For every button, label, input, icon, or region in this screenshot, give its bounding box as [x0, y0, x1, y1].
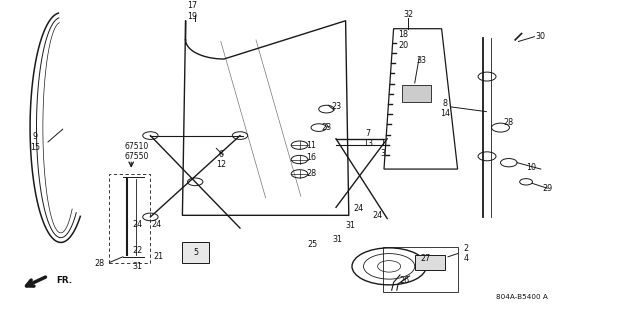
Text: 804A-B5400 A: 804A-B5400 A [495, 294, 548, 300]
Text: 27: 27 [420, 254, 431, 263]
Text: 8
14: 8 14 [440, 99, 450, 118]
Bar [402, 85, 431, 102]
Text: 6
12: 6 12 [216, 150, 226, 169]
Text: 29: 29 [542, 184, 552, 193]
Text: 7
13: 7 13 [363, 129, 373, 148]
Text: 9
15: 9 15 [30, 132, 40, 152]
Text: 11: 11 [306, 141, 316, 150]
Text: 22: 22 [132, 246, 143, 255]
Text: 31: 31 [346, 221, 356, 230]
Text: 31: 31 [132, 262, 143, 271]
Text: 28: 28 [504, 118, 514, 127]
Text: 21: 21 [154, 252, 164, 261]
Text: 24: 24 [372, 211, 383, 220]
Bar [415, 255, 445, 270]
Text: 16: 16 [306, 153, 316, 162]
Text: 5: 5 [193, 248, 198, 256]
Text: 33: 33 [416, 56, 426, 65]
Bar [182, 242, 209, 263]
Text: 32: 32 [403, 10, 413, 19]
Text: FR.: FR. [56, 276, 72, 285]
Bar [109, 174, 150, 263]
Text: 17
19: 17 19 [187, 2, 197, 21]
Bar [383, 247, 458, 292]
Text: 30: 30 [536, 32, 546, 41]
Text: 28: 28 [306, 169, 316, 178]
Text: 31: 31 [333, 235, 343, 244]
Text: 23: 23 [321, 123, 332, 132]
Text: 10: 10 [526, 163, 536, 172]
Text: 26: 26 [399, 276, 410, 285]
Text: 25: 25 [307, 240, 317, 249]
Text: 24: 24 [353, 204, 364, 213]
Text: 24: 24 [152, 220, 162, 229]
Text: 1
3: 1 3 [380, 139, 385, 158]
Text: 23: 23 [331, 102, 341, 111]
Text: 28: 28 [94, 259, 104, 268]
Text: 18
20: 18 20 [398, 30, 408, 49]
Text: 24: 24 [132, 220, 143, 229]
Text: 67510
67550: 67510 67550 [125, 142, 149, 161]
Text: 2
4: 2 4 [463, 244, 468, 263]
